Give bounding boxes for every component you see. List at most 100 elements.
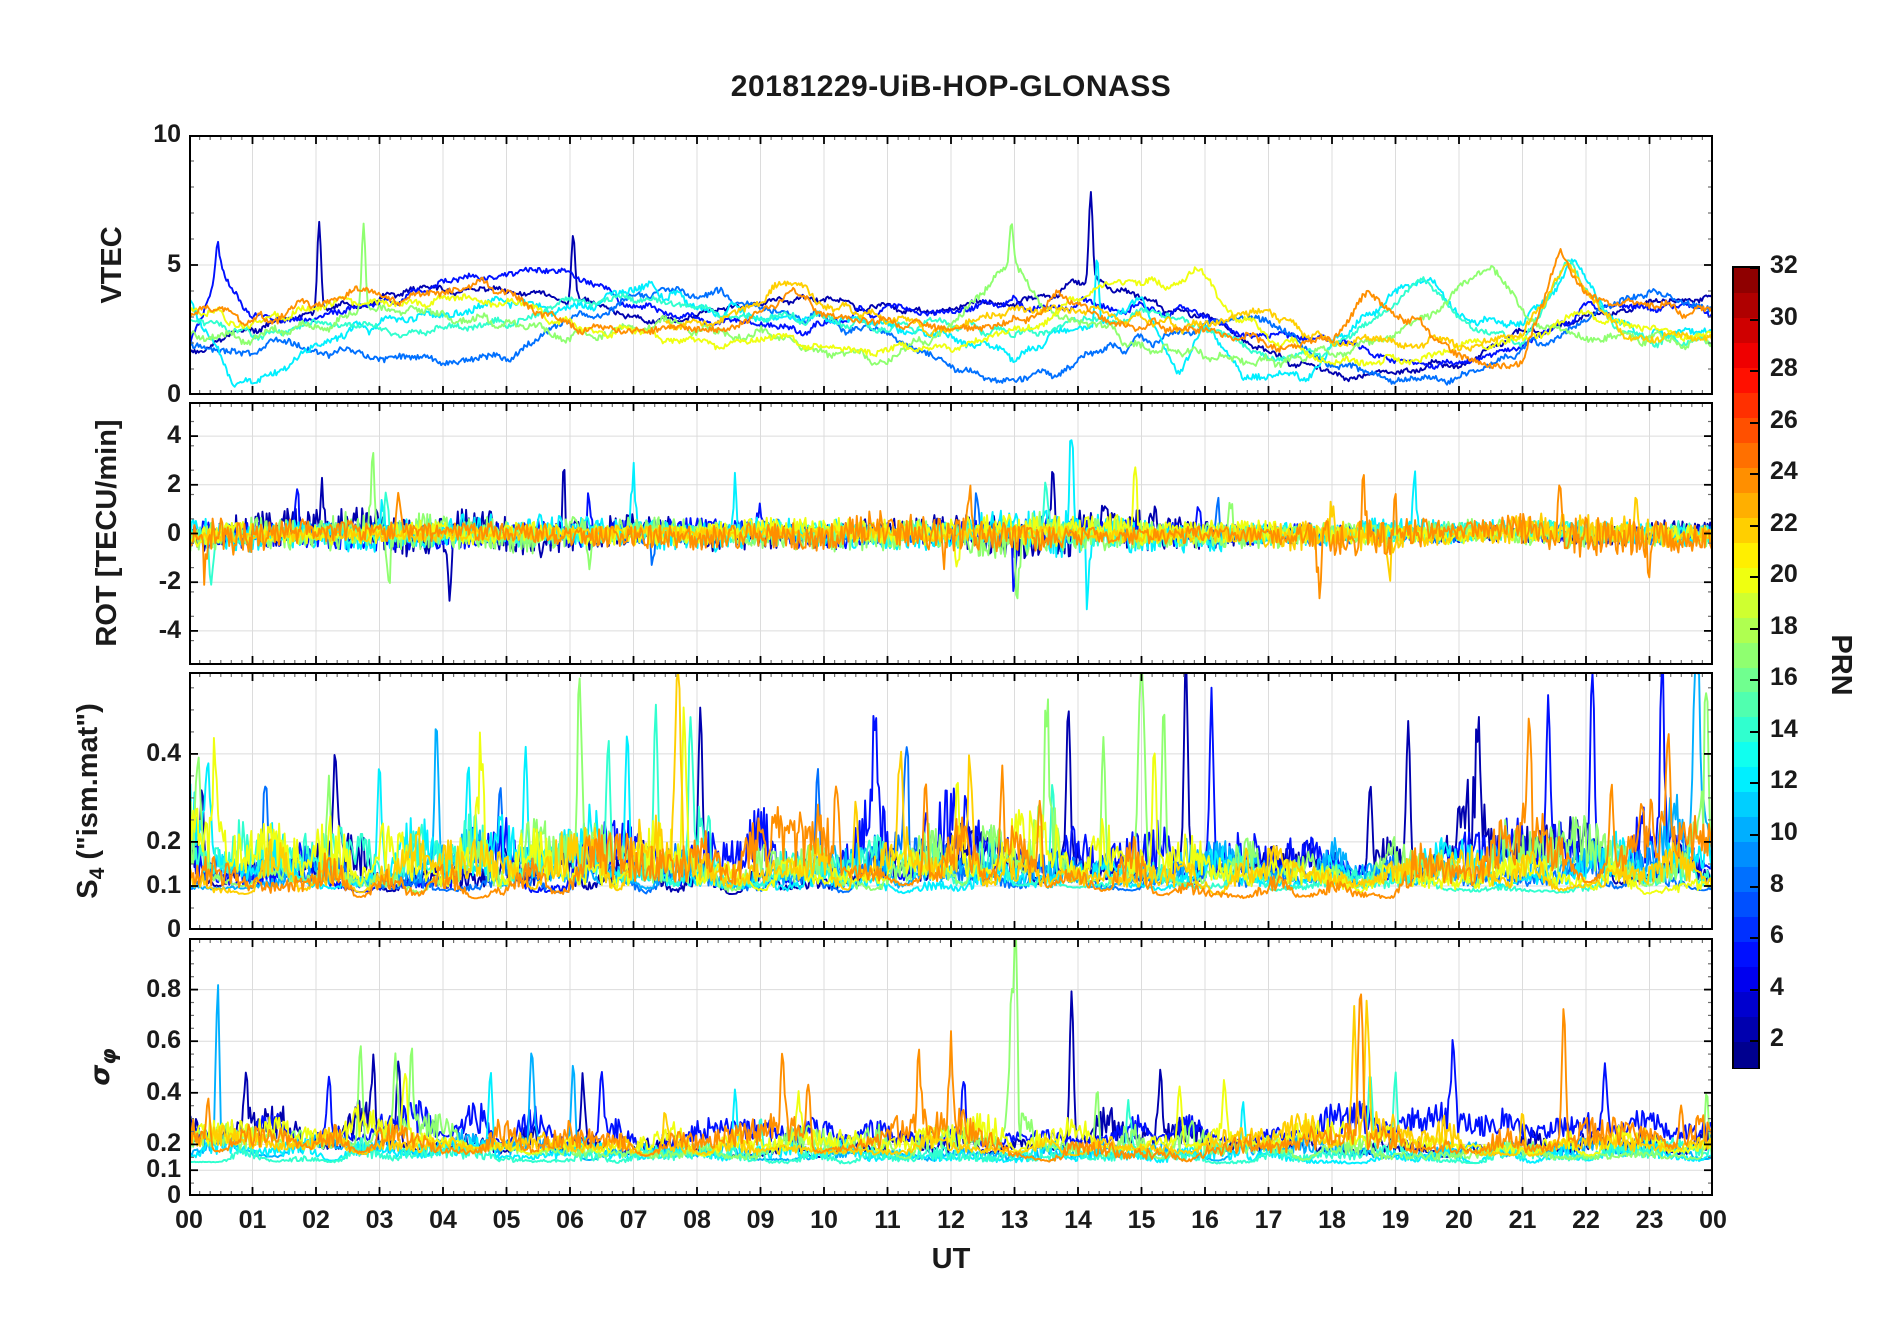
colorbar-tick-label: 2 xyxy=(1770,1024,1784,1053)
x-tick-label: 22 xyxy=(1572,1206,1600,1234)
y-tick-label-rot: -4 xyxy=(158,615,181,644)
colorbar-segment xyxy=(1734,317,1758,344)
colorbar-tick xyxy=(1750,524,1758,527)
colorbar-segment xyxy=(1734,467,1758,494)
y-tick-label-s4: 0.2 xyxy=(146,826,181,855)
colorbar-segment xyxy=(1734,742,1758,768)
x-tick-label: 17 xyxy=(1254,1206,1283,1234)
colorbar-tick-label: 16 xyxy=(1770,663,1798,692)
series-line-prn-17 xyxy=(189,222,1713,369)
colorbar-segment xyxy=(1734,892,1758,918)
colorbar-tick-label: 28 xyxy=(1770,354,1798,383)
chart-title: 20181229-UiB-HOP-GLONASS xyxy=(730,70,1172,103)
x-axis-title: UT xyxy=(931,1243,971,1275)
y-tick-label-sigma_phi: 0.1 xyxy=(146,1155,181,1184)
colorbar-tick-label: 32 xyxy=(1770,251,1798,279)
colorbar-tick xyxy=(1750,679,1758,682)
x-tick-label: 13 xyxy=(1000,1206,1029,1234)
subplot-vtec xyxy=(189,135,1713,395)
colorbar-segment xyxy=(1734,792,1758,818)
x-tick-label: 19 xyxy=(1381,1206,1410,1234)
y-tick-label-rot: 4 xyxy=(167,421,181,450)
y-tick-label-rot: -2 xyxy=(158,567,181,596)
x-tick-label: 06 xyxy=(556,1206,584,1234)
colorbar-segment xyxy=(1734,617,1758,644)
series-line-prn-24 xyxy=(189,993,1713,1163)
series-line-prn-14 xyxy=(189,1071,1713,1165)
colorbar-segment xyxy=(1734,1017,1758,1043)
series-line-prn-8 xyxy=(189,286,1713,386)
x-tick-label: 09 xyxy=(746,1206,775,1234)
x-tick-label: 12 xyxy=(937,1206,965,1234)
colorbar-tick xyxy=(1750,473,1758,476)
colorbar-segment xyxy=(1734,342,1758,369)
series-line-prn-24 xyxy=(189,717,1713,900)
colorbar-segment xyxy=(1734,492,1758,519)
y-tick-label-sigma_phi: 0.2 xyxy=(146,1129,181,1158)
x-tick-label: 03 xyxy=(365,1206,394,1234)
colorbar-segment xyxy=(1734,1042,1758,1068)
y-tick-label-vtec: 0 xyxy=(167,380,181,408)
subplot-sigma_phi xyxy=(189,938,1713,1196)
x-tick-label: 00 xyxy=(175,1206,203,1234)
colorbar-tick-label: 20 xyxy=(1770,560,1798,589)
colorbar-tick xyxy=(1750,782,1758,785)
y-tick-label-sigma_phi: 0.6 xyxy=(146,1026,181,1055)
colorbar-segment xyxy=(1734,942,1758,968)
x-tick-label: 16 xyxy=(1191,1206,1219,1234)
colorbar xyxy=(1732,266,1760,1069)
x-tick-label: 04 xyxy=(429,1206,457,1234)
colorbar-segment xyxy=(1734,268,1758,294)
series-line-prn-5 xyxy=(189,1038,1713,1149)
colorbar-segment xyxy=(1734,867,1758,893)
y-tick-label-s4: 0.4 xyxy=(146,738,181,767)
x-tick-label: 20 xyxy=(1445,1206,1473,1234)
colorbar-tick xyxy=(1750,834,1758,837)
colorbar-tick-label: 24 xyxy=(1770,457,1798,486)
y-tick-label-s4: 0 xyxy=(167,915,181,943)
x-tick-label: 14 xyxy=(1064,1206,1092,1234)
colorbar-segment xyxy=(1734,592,1758,619)
colorbar-segment xyxy=(1734,567,1758,594)
x-tick-label: 08 xyxy=(683,1206,711,1234)
subplot-s4 xyxy=(189,672,1713,930)
x-tick-label: 00 xyxy=(1699,1206,1727,1234)
x-tick-label: 18 xyxy=(1318,1206,1346,1234)
colorbar-segment xyxy=(1734,442,1758,469)
y-tick-label-rot: 0 xyxy=(167,518,181,547)
colorbar-segment xyxy=(1734,717,1758,743)
colorbar-tick-label: 26 xyxy=(1770,405,1798,434)
series-line-prn-20 xyxy=(189,266,1713,367)
x-tick-label: 05 xyxy=(492,1206,521,1234)
colorbar-tick xyxy=(1750,988,1758,991)
series-line-prn-24 xyxy=(189,474,1713,600)
series-line-prn-22 xyxy=(664,261,1713,352)
colorbar-segment xyxy=(1734,767,1758,793)
colorbar-segment xyxy=(1734,517,1758,544)
colorbar-tick-label: 10 xyxy=(1770,818,1798,847)
series-line-prn-24 xyxy=(189,248,1713,370)
colorbar-tick-label: 18 xyxy=(1770,611,1798,640)
y-tick-label-rot: 2 xyxy=(167,469,181,498)
colorbar-tick xyxy=(1750,421,1758,424)
y-tick-label-vtec: 5 xyxy=(167,250,181,278)
colorbar-segment xyxy=(1734,367,1758,394)
x-tick-label: 23 xyxy=(1635,1206,1664,1234)
colorbar-tick xyxy=(1750,267,1758,269)
colorbar-tick xyxy=(1750,885,1758,888)
colorbar-tick xyxy=(1750,318,1758,321)
colorbar-tick xyxy=(1750,576,1758,579)
colorbar-segment xyxy=(1734,842,1758,868)
subplot-rot xyxy=(189,402,1713,665)
colorbar-segment xyxy=(1734,817,1758,843)
x-tick-label: 01 xyxy=(238,1206,267,1234)
colorbar-segment xyxy=(1734,292,1758,319)
x-tick-label: 15 xyxy=(1127,1206,1156,1234)
colorbar-tick xyxy=(1750,1040,1758,1043)
colorbar-segment xyxy=(1734,392,1758,419)
colorbar-tick-label: 22 xyxy=(1770,508,1798,537)
colorbar-tick-label: 12 xyxy=(1770,766,1798,795)
colorbar-tick-label: 8 xyxy=(1770,869,1784,898)
y-tick-label-vtec: 10 xyxy=(153,120,181,148)
